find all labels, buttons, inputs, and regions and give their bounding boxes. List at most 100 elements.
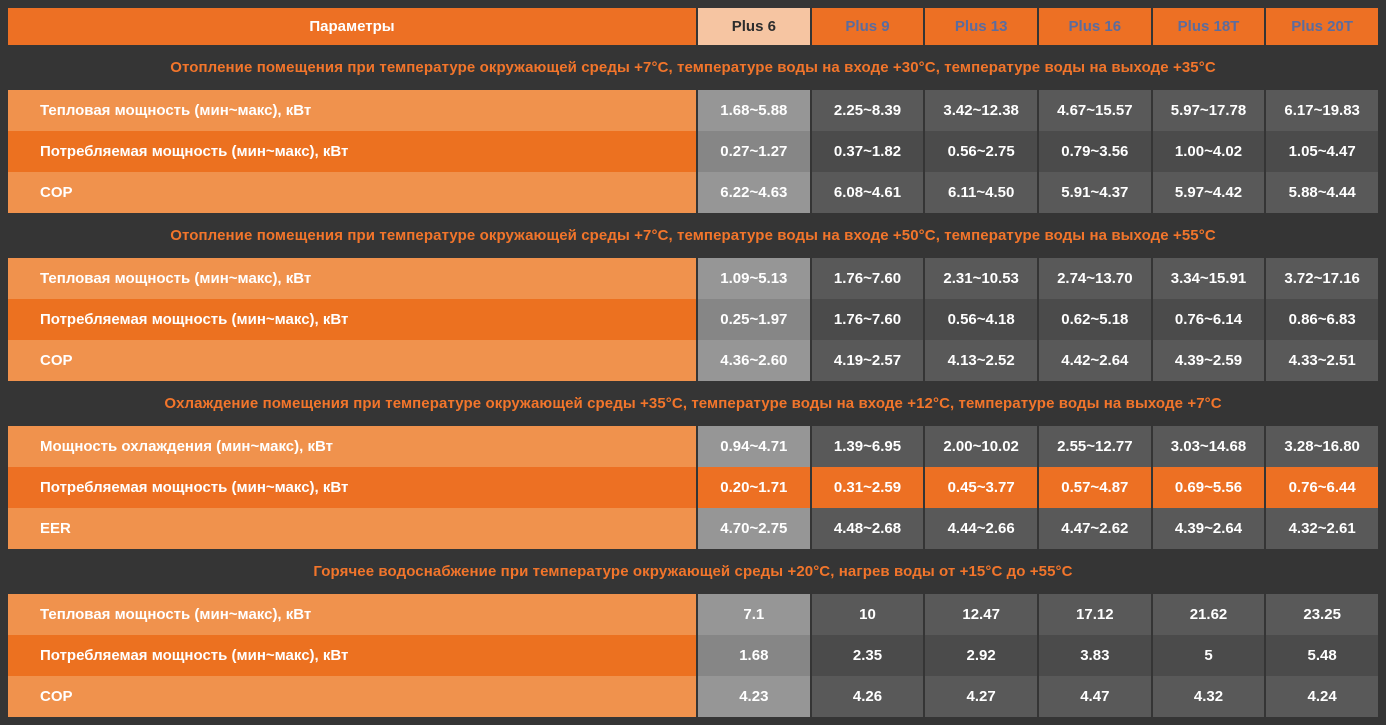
value-cell: 17.12 [1038,594,1151,635]
value-cell: 5 [1152,635,1265,676]
value-cell: 0.31~2.59 [811,467,924,508]
value-cell: 4.27 [925,676,1037,717]
row-label-cell: Потребляемая мощность (мин~макс), кВт [8,635,696,676]
row-label-cell: Потребляемая мощность (мин~макс), кВт [8,131,696,172]
value-cell: 0.20~1.71 [698,467,810,508]
value-cell: 6.22~4.63 [698,172,810,213]
value-cell: 4.47 [1038,676,1151,717]
row-label-cell: Тепловая мощность (мин~макс), кВт [8,594,696,635]
value-cell: 4.36~2.60 [698,340,810,381]
value-cell: 3.28~16.80 [1266,426,1378,467]
section-title: Отопление помещения при температуре окру… [170,59,1216,76]
table-row: Потребляемая мощность (мин~макс), кВт 0.2… [8,299,1378,340]
value-cell: 0.45~3.77 [925,467,1037,508]
model-tab-plus-16[interactable]: Plus 16 [1038,8,1151,45]
value-cell: 4.13~2.52 [925,340,1037,381]
table-row: Потребляемая мощность (мин~макс), кВт 0.2… [8,131,1378,172]
value-cell: 6.08~4.61 [811,172,924,213]
row-label-cell: EER [8,508,696,549]
value-cell: 4.33~2.51 [1266,340,1378,381]
table-sections: Отопление помещения при температуре окру… [8,45,1378,717]
value-cell: 5.48 [1266,635,1378,676]
model-tab-plus-20t[interactable]: Plus 20T [1266,8,1378,45]
value-cell: 5.97~4.42 [1152,172,1265,213]
value-cell: 5.91~4.37 [1038,172,1151,213]
value-cell: 3.72~17.16 [1266,258,1378,299]
value-cell: 6.17~19.83 [1266,90,1378,131]
table-row: EER 4.70~2.75 4.48~2.68 4.44~2.66 4.47~2.62 4… [8,508,1378,549]
value-cell: 2.55~12.77 [1038,426,1151,467]
value-cell: 1.00~4.02 [1152,131,1265,172]
table-row: COP 4.36~2.60 4.19~2.57 4.13~2.52 4.42~2.64 4… [8,340,1378,381]
table-row: COP 4.23 4.26 4.27 4.47 4.32 4.24 [8,676,1378,717]
value-cell: 3.03~14.68 [1152,426,1265,467]
section-title: Горячее водоснабжение при температуре ок… [313,563,1073,580]
row-label-cell: COP [8,676,696,717]
table-row: Тепловая мощность (мин~макс), кВт 7.1 10 12… [8,594,1378,635]
value-cell: 5.97~17.78 [1152,90,1265,131]
value-cell: 4.70~2.75 [698,508,810,549]
table-row: Тепловая мощность (мин~макс), кВт 1.68~5.… [8,90,1378,131]
model-tab-plus-18t[interactable]: Plus 18T [1152,8,1265,45]
table-header-row: Параметры Plus 6 Plus 9 Plus 13 Plus 16 Plus… [8,8,1378,45]
row-label-cell: COP [8,340,696,381]
model-tab-plus-13[interactable]: Plus 13 [925,8,1037,45]
value-cell: 1.68~5.88 [698,90,810,131]
value-cell: 2.92 [925,635,1037,676]
value-cell: 4.24 [1266,676,1378,717]
value-cell: 0.37~1.82 [811,131,924,172]
value-cell: 0.57~4.87 [1038,467,1151,508]
value-cell: 4.39~2.59 [1152,340,1265,381]
value-cell: 1.76~7.60 [811,258,924,299]
value-cell: 4.48~2.68 [811,508,924,549]
value-cell: 0.76~6.44 [1266,467,1378,508]
value-cell: 1.39~6.95 [811,426,924,467]
row-label-cell: Потребляемая мощность (мин~макс), кВт [8,467,696,508]
value-cell: 3.42~12.38 [925,90,1037,131]
value-cell: 0.56~2.75 [925,131,1037,172]
value-cell: 0.56~4.18 [925,299,1037,340]
value-cell: 0.76~6.14 [1152,299,1265,340]
table-row: Тепловая мощность (мин~макс), кВт 1.09~5.… [8,258,1378,299]
value-cell: 2.25~8.39 [811,90,924,131]
table-row: Потребляемая мощность (мин~макс), кВт 0.2… [8,467,1378,508]
value-cell: 4.32~2.61 [1266,508,1378,549]
value-cell: 0.27~1.27 [698,131,810,172]
table-row: Мощность охлаждения (мин~макс), кВт 0.94~… [8,426,1378,467]
model-tab-plus-9[interactable]: Plus 9 [811,8,924,45]
row-label-cell: Потребляемая мощность (мин~макс), кВт [8,299,696,340]
value-cell: 10 [811,594,924,635]
value-cell: 0.86~6.83 [1266,299,1378,340]
value-cell: 4.44~2.66 [925,508,1037,549]
parameters-header-cell: Параметры [8,8,696,45]
value-cell: 1.68 [698,635,810,676]
value-cell: 0.25~1.97 [698,299,810,340]
value-cell: 1.76~7.60 [811,299,924,340]
value-cell: 21.62 [1152,594,1265,635]
value-cell: 2.35 [811,635,924,676]
table-row: Потребляемая мощность (мин~макс), кВт 1.6… [8,635,1378,676]
value-cell: 5.88~4.44 [1266,172,1378,213]
value-cell: 23.25 [1266,594,1378,635]
value-cell: 4.47~2.62 [1038,508,1151,549]
value-cell: 0.94~4.71 [698,426,810,467]
value-cell: 0.79~3.56 [1038,131,1151,172]
value-cell: 4.67~15.57 [1038,90,1151,131]
row-label-cell: Мощность охлаждения (мин~макс), кВт [8,426,696,467]
value-cell: 6.11~4.50 [925,172,1037,213]
table-row: COP 6.22~4.63 6.08~4.61 6.11~4.50 5.91~4.37 5… [8,172,1378,213]
value-cell: 4.26 [811,676,924,717]
row-label-cell: COP [8,172,696,213]
value-cell: 2.00~10.02 [925,426,1037,467]
value-cell: 4.32 [1152,676,1265,717]
value-cell: 4.42~2.64 [1038,340,1151,381]
value-cell: 0.69~5.56 [1152,467,1265,508]
section-title: Охлаждение помещения при температуре окр… [164,395,1222,412]
model-tab-plus-6[interactable]: Plus 6 [698,8,810,45]
value-cell: 1.05~4.47 [1266,131,1378,172]
value-cell: 4.39~2.64 [1152,508,1265,549]
row-label-cell: Тепловая мощность (мин~макс), кВт [8,258,696,299]
section-title: Отопление помещения при температуре окру… [170,227,1216,244]
value-cell: 0.62~5.18 [1038,299,1151,340]
